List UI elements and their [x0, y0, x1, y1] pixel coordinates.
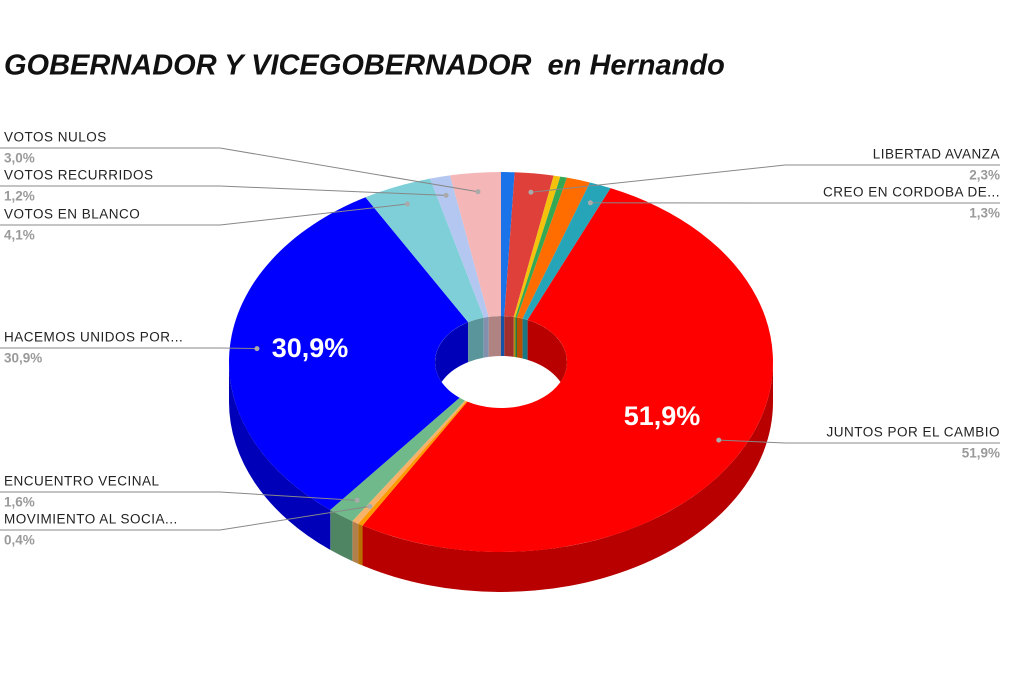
- slice-value: 51,9%: [962, 446, 1000, 461]
- inner-walls: [435, 316, 567, 402]
- slice-inner-wall: [468, 317, 484, 363]
- slice-inner-wall: [517, 317, 523, 359]
- leader-line: [0, 203, 408, 226]
- slice-value: 0,4%: [4, 533, 35, 548]
- slice-side: [358, 523, 363, 566]
- slice: [365, 178, 484, 323]
- slice-label: HACEMOS UNIDOS POR...: [4, 330, 183, 345]
- leader-dot: [587, 200, 593, 206]
- slice-inner-wall: [435, 322, 469, 402]
- slice-inner-wall: [527, 319, 567, 402]
- slice-label: JUNTOS POR EL CAMBIO: [826, 425, 1000, 440]
- slice: [430, 175, 489, 318]
- slice-inner-wall: [504, 316, 514, 357]
- leader-line: [0, 347, 257, 350]
- leader-dot: [354, 497, 360, 503]
- slice-value: 1,3%: [969, 206, 1000, 221]
- slice-value: 4,1%: [4, 228, 35, 243]
- slice-label: LIBERTAD AVANZA: [873, 147, 1000, 162]
- leader-dot: [528, 189, 534, 195]
- slice: [515, 176, 567, 318]
- slice: [352, 400, 467, 524]
- slice-value: 2,3%: [969, 168, 1000, 183]
- slice-value: 3,0%: [4, 151, 35, 166]
- slice: [504, 172, 554, 317]
- chart-title: GOBERNADOR Y VICEGOBERNADOR en Hernando: [4, 50, 725, 82]
- slice-side: [229, 362, 331, 550]
- leader-dot: [254, 346, 260, 352]
- slice-label: VOTOS EN BLANCO: [4, 207, 140, 222]
- slice-label: ENCUENTRO VECINAL: [4, 474, 160, 489]
- slice: [450, 172, 501, 317]
- slice-label: CREO EN CORDOBA DE...: [823, 185, 1000, 200]
- leader-dot: [475, 189, 481, 195]
- slice-inner-wall: [513, 316, 516, 358]
- slice-inner-value: 30,9%: [272, 333, 349, 363]
- slice: [517, 177, 590, 319]
- sides: [229, 362, 773, 592]
- slice-inner-wall: [488, 316, 501, 357]
- slice-inner-wall: [501, 316, 505, 357]
- slice-label: VOTOS RECURRIDOS: [4, 168, 154, 183]
- slice-side: [362, 362, 773, 592]
- leader-dot: [716, 437, 722, 443]
- leader-line: [0, 147, 479, 193]
- slice: [362, 188, 773, 552]
- slice: [358, 401, 468, 526]
- slice-value: 1,2%: [4, 189, 35, 204]
- slice: [330, 397, 465, 522]
- slice-inner-wall: [515, 317, 518, 358]
- tops: [229, 172, 773, 552]
- slice-inner-wall: [522, 318, 528, 360]
- slice-inner-value: 51,9%: [624, 401, 701, 431]
- slice-value: 30,9%: [4, 351, 42, 366]
- leader-dot: [404, 201, 410, 207]
- leader-line: [530, 164, 1000, 193]
- slice-value: 1,6%: [4, 495, 35, 510]
- slice-side: [352, 521, 359, 564]
- slice: [513, 175, 561, 318]
- slice-label: MOVIMIENTO AL SOCIA...: [4, 512, 178, 527]
- slice: [501, 172, 515, 317]
- slice-side: [330, 509, 353, 562]
- slice: [522, 182, 611, 320]
- leader-dot: [443, 192, 449, 198]
- leader-dot: [367, 503, 373, 509]
- leader-line: [0, 185, 447, 196]
- slice-label: VOTOS NULOS: [4, 130, 107, 145]
- slice: [229, 197, 469, 510]
- slice-inner-wall: [483, 316, 489, 358]
- leader-line: [718, 439, 1000, 444]
- leader-line: [0, 491, 358, 501]
- leader-line: [0, 505, 370, 531]
